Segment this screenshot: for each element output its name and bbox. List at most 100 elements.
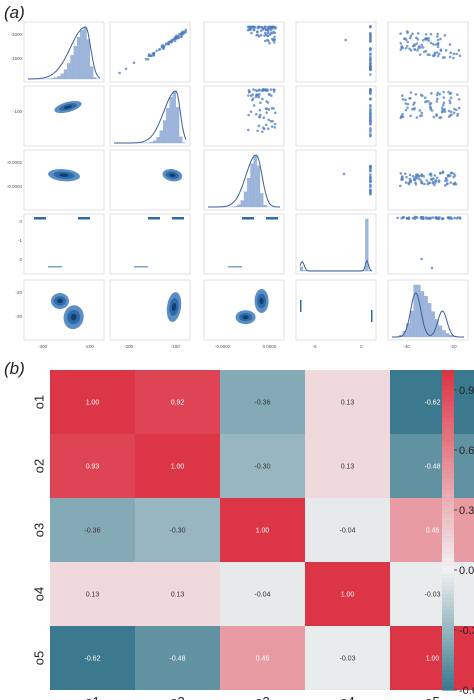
heatmap-cell-label: 1.00 bbox=[426, 656, 440, 663]
heatmap-cell bbox=[135, 498, 220, 562]
pair-cell-5-5 bbox=[387, 279, 469, 341]
scatter-point bbox=[438, 172, 442, 175]
scatter-point bbox=[441, 110, 444, 114]
scatter-point bbox=[344, 38, 347, 42]
colorbar-segment bbox=[442, 482, 454, 487]
heatmap-cell-label: 0.46 bbox=[426, 528, 440, 535]
scatter-point bbox=[422, 38, 425, 42]
colorbar-segment bbox=[442, 674, 454, 679]
kde-contour bbox=[228, 266, 242, 268]
scatter-point bbox=[423, 96, 427, 100]
pair-cell-2-2 bbox=[109, 85, 191, 147]
scatter-point bbox=[427, 39, 430, 42]
scatter-point bbox=[399, 48, 403, 51]
scatter-point bbox=[261, 88, 265, 92]
colorbar-segment bbox=[442, 606, 454, 611]
heatmap-cell-label: -0.48 bbox=[170, 656, 186, 663]
correlation-heatmap: 1.00 0.92 -0.36 0.13 -0.62 0.93 1.00 -0.30 0.13 -… bbox=[31, 370, 474, 700]
hist-bar bbox=[90, 66, 94, 80]
scatter-point bbox=[429, 41, 433, 45]
colorbar-tick-label: 0.3 bbox=[459, 505, 474, 517]
hist-bar bbox=[54, 77, 58, 80]
scatter-point bbox=[420, 174, 424, 178]
scatter-point bbox=[443, 34, 447, 37]
hist-bar bbox=[76, 37, 81, 80]
colorbar-segment bbox=[442, 638, 454, 643]
hist-bar bbox=[303, 270, 307, 272]
scatter-point bbox=[429, 172, 433, 175]
scatter-point bbox=[419, 46, 422, 49]
colorbar-segment bbox=[442, 582, 454, 587]
kde-contour bbox=[300, 300, 302, 312]
scatter-point bbox=[404, 102, 408, 105]
scatter-point bbox=[448, 55, 452, 59]
colorbar-tick-label: 0.0 bbox=[459, 565, 474, 577]
scatter-point bbox=[413, 48, 417, 51]
scatter-point bbox=[416, 32, 420, 35]
scatter-point bbox=[443, 110, 447, 113]
scatter-point bbox=[251, 93, 254, 96]
scatter-point bbox=[149, 54, 153, 58]
scatter-point bbox=[274, 26, 278, 30]
hist-bar bbox=[169, 97, 173, 144]
scatter-point bbox=[403, 37, 406, 41]
y-tick-label: 0 bbox=[19, 219, 22, 224]
colorbar-segment bbox=[442, 494, 454, 499]
hist-bar bbox=[149, 142, 154, 144]
scatter-point bbox=[369, 122, 372, 126]
x-axis-label: o1 bbox=[85, 694, 99, 700]
scatter-point bbox=[264, 31, 267, 35]
scatter-point bbox=[426, 53, 430, 56]
hist-bar bbox=[57, 76, 61, 80]
colorbar-segment bbox=[442, 666, 454, 671]
kde-contour bbox=[148, 217, 160, 220]
cell-frame bbox=[387, 85, 469, 147]
x-tick-label: -20 bbox=[450, 344, 457, 349]
colorbar-segment bbox=[442, 462, 454, 467]
scatter-point bbox=[269, 88, 273, 91]
heatmap-cell bbox=[305, 562, 390, 626]
scatter-point bbox=[408, 96, 411, 100]
heatmap-cell bbox=[220, 370, 305, 434]
colorbar-segment bbox=[442, 474, 454, 479]
pair-cell-2-1 bbox=[23, 85, 105, 147]
scatter-point bbox=[369, 177, 372, 181]
heatmap-cell bbox=[50, 562, 135, 626]
hist-bar bbox=[83, 26, 87, 80]
scatter-point bbox=[448, 101, 452, 105]
scatter-point bbox=[369, 38, 372, 41]
scatter-point bbox=[440, 106, 444, 110]
scatter-point bbox=[457, 49, 461, 52]
colorbar-segment bbox=[442, 498, 454, 503]
hist-bar bbox=[256, 165, 261, 208]
scatter-point bbox=[428, 102, 432, 106]
scatter-point bbox=[369, 67, 372, 71]
y-tick-label: -30 bbox=[15, 314, 22, 319]
colorbar-segment bbox=[442, 646, 454, 651]
scatter-point bbox=[262, 127, 266, 131]
scatter-point bbox=[369, 52, 372, 55]
scatter-point bbox=[446, 182, 449, 186]
scatter-point bbox=[270, 37, 274, 41]
scatter-point bbox=[447, 174, 450, 178]
hist-bar bbox=[427, 303, 432, 338]
heatmap-cell bbox=[220, 498, 305, 562]
hist-bar bbox=[156, 137, 160, 144]
scatter-point bbox=[414, 92, 418, 96]
scatter-point bbox=[155, 49, 158, 53]
hist-bar bbox=[240, 200, 244, 208]
colorbar-segment bbox=[442, 442, 454, 447]
colorbar-segment bbox=[442, 686, 454, 691]
scatter-point bbox=[408, 177, 412, 181]
colorbar-segment bbox=[442, 514, 454, 519]
colorbar-segment bbox=[442, 434, 454, 439]
scatter-point bbox=[269, 25, 272, 29]
scatter-point bbox=[175, 37, 179, 40]
scatter-point bbox=[405, 44, 409, 48]
scatter-point bbox=[442, 90, 446, 94]
scatter-point bbox=[443, 108, 446, 111]
scatter-point bbox=[256, 26, 260, 30]
kde-contour bbox=[242, 217, 254, 220]
colorbar-segment bbox=[442, 490, 454, 495]
